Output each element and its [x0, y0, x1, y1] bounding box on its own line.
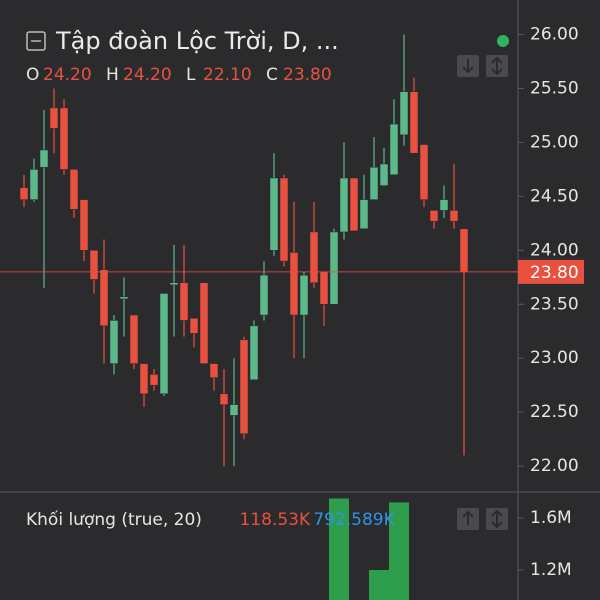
ohlc-key: C [266, 65, 278, 85]
volume-bar [339, 498, 349, 600]
candle-body [49, 107, 59, 129]
candle-body [369, 166, 379, 200]
y-tick-label: 22.00 [530, 456, 579, 476]
candle-body [69, 169, 79, 210]
candle-body [389, 123, 399, 176]
y-tick-label: 25.00 [530, 132, 579, 152]
icon [491, 509, 503, 529]
collapse-button[interactable] [26, 31, 46, 51]
ohlc-value: 24.20 [43, 65, 92, 85]
candle-body [159, 293, 169, 395]
last-price-label: 23.80 [530, 263, 579, 283]
candle-body [259, 274, 269, 316]
y-tick-label: 1.6M [530, 508, 572, 528]
y-tick-label: 1.2M [530, 560, 572, 580]
candle-body [449, 210, 459, 222]
candle-body [119, 296, 129, 300]
candle-body [329, 231, 339, 305]
volume-bar [369, 570, 379, 600]
candle-body [269, 177, 279, 251]
icon [462, 59, 474, 74]
candle-body [109, 320, 119, 364]
candle-body [239, 339, 249, 434]
ohlc-value: 22.10 [203, 65, 252, 85]
candle-body [459, 228, 469, 273]
candle-body [429, 210, 439, 222]
candle-body [299, 274, 309, 316]
y-tick-label: 24.50 [530, 186, 579, 206]
candle-body [419, 144, 429, 200]
candle-body [379, 163, 389, 186]
move-buttons [457, 55, 508, 530]
readout: 118.53K [239, 510, 310, 530]
candle-body [129, 314, 139, 364]
candle-body [209, 363, 219, 378]
y-tick-label: 25.50 [530, 78, 579, 98]
candle-body [179, 282, 189, 321]
volume-bars [329, 498, 409, 600]
candle-body [339, 177, 349, 233]
candle-body [149, 374, 159, 386]
candle-body [89, 250, 99, 280]
candle-body [309, 231, 319, 283]
candle-body [39, 149, 49, 168]
ohlc-key: L [186, 65, 196, 85]
candle-body [399, 91, 409, 136]
icon [491, 56, 503, 76]
candle-body [29, 169, 39, 200]
candle-body [439, 199, 449, 211]
y-tick-label: 23.00 [530, 348, 579, 368]
candle-body [189, 318, 199, 334]
volume-bar [389, 502, 399, 600]
candle-body [359, 199, 369, 229]
volume-bar [399, 502, 409, 600]
candle-body [59, 107, 69, 170]
candle-body [289, 252, 299, 316]
candle-body [229, 404, 239, 416]
candle-body [219, 393, 229, 405]
y-tick-label: 24.00 [530, 240, 579, 260]
candle-body [169, 282, 179, 286]
candle-body [319, 271, 329, 305]
volume-bar [379, 570, 389, 600]
readout: 792.589K [313, 510, 395, 530]
y-tick-label: 22.50 [530, 402, 579, 422]
ohlc-key: H [106, 65, 119, 85]
candle-body [79, 199, 89, 251]
ohlc-value: 24.20 [123, 65, 172, 85]
candle-body [279, 177, 289, 262]
chart-title: Tập đoàn Lộc Trời, D, ... [55, 27, 339, 55]
y-tick-label: 23.50 [530, 294, 579, 314]
ohlc-key: O [26, 65, 39, 85]
candle-body [409, 91, 419, 154]
pane-title: Khối lượng (true, 20) [26, 509, 202, 530]
candle-body [99, 269, 109, 327]
ohlc-value: 23.80 [283, 65, 332, 85]
candle-body [249, 325, 259, 381]
status-dot [497, 35, 509, 47]
last-price-tag [518, 259, 584, 284]
candle-body [349, 177, 359, 232]
volume-bar [329, 498, 339, 600]
candle-body [139, 363, 149, 395]
candle-body [199, 282, 209, 364]
icon [462, 510, 474, 525]
y-tick-label: 26.00 [530, 25, 579, 45]
candle-body [19, 187, 29, 200]
